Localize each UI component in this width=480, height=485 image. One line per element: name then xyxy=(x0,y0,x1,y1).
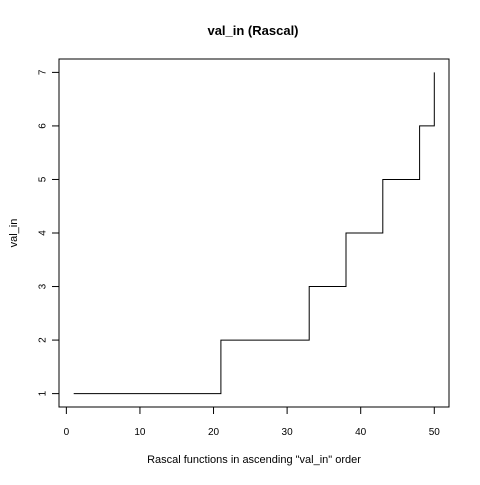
y-tick-label: 2 xyxy=(38,337,49,343)
x-tick-label: 40 xyxy=(355,427,367,438)
y-tick-label: 5 xyxy=(38,176,49,182)
y-tick-label: 4 xyxy=(38,230,49,236)
y-tick-label: 3 xyxy=(38,283,49,289)
x-axis: 0 10 20 30 40 50 xyxy=(64,406,441,438)
chart-title: val_in (Rascal) xyxy=(207,23,298,38)
y-tick-label: 7 xyxy=(38,69,49,75)
x-tick-label: 30 xyxy=(282,427,294,438)
x-tick-label: 0 xyxy=(64,427,70,438)
val-in-step-line xyxy=(73,72,435,395)
plot-frame xyxy=(58,58,450,408)
x-tick-label: 20 xyxy=(208,427,220,438)
y-tick-label: 1 xyxy=(38,390,49,396)
x-tick-label: 10 xyxy=(134,427,146,438)
x-tick-label: 50 xyxy=(429,427,441,438)
x-axis-label: Rascal functions in ascending "val_in" o… xyxy=(147,454,361,466)
y-axis-label: val_in xyxy=(8,219,20,248)
y-axis: 1 2 3 4 5 6 7 xyxy=(38,69,60,396)
y-tick-label: 6 xyxy=(38,123,49,129)
